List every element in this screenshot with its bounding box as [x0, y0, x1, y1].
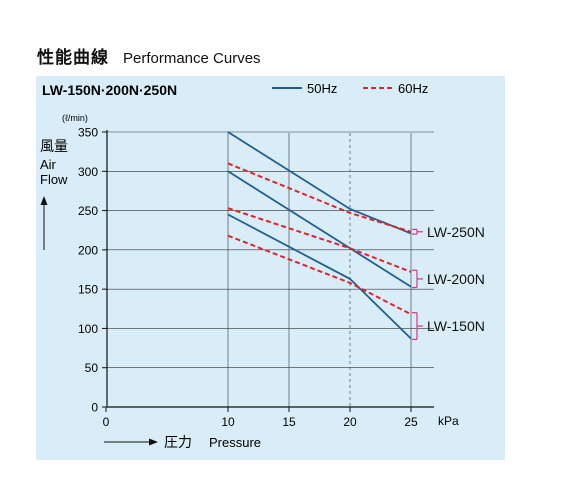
- chart-heading: 性能曲線 Performance Curves: [37, 43, 261, 68]
- y-unit: (ℓ/min): [62, 113, 88, 123]
- axes: 0 50 100 150 200 250 300 350 0 10 15 20 25: [78, 126, 434, 429]
- x-tick-label-15: 15: [282, 415, 296, 429]
- grid: [107, 131, 434, 407]
- model-label-lw-150n: LW-150N: [427, 318, 485, 334]
- x-tick-label-20: 20: [343, 415, 357, 429]
- series-lw-250n-60hz: [227, 162, 412, 233]
- y-tick-label-300: 300: [78, 165, 98, 179]
- legend-label-50hz: 50Hz: [307, 81, 337, 96]
- x-tick-label-10: 10: [221, 415, 235, 429]
- x-label-en: Pressure: [209, 435, 261, 450]
- y-tick-label-50: 50: [85, 361, 99, 375]
- model-label-lw-200n: LW-200N: [427, 271, 485, 287]
- y-arrow-head: [40, 196, 48, 205]
- model-labels: LW-250N LW-200N LW-150N: [412, 224, 485, 341]
- y-label-jp: 風量: [40, 139, 68, 155]
- x-unit: kPa: [438, 414, 459, 428]
- heading-en: Performance Curves: [123, 50, 261, 67]
- x-arrow-head: [149, 438, 158, 446]
- series-lw-150n-50hz: [227, 213, 412, 340]
- y-tick-label-350: 350: [78, 126, 98, 140]
- y-tick-label-100: 100: [78, 322, 98, 336]
- series-lw-200n-60hz: [227, 207, 412, 273]
- series-lw-250n-50hz: [227, 131, 412, 235]
- x-label-jp: 圧力: [164, 435, 192, 451]
- y-label-en-line1: Air: [40, 157, 57, 172]
- series-lines: [227, 131, 412, 340]
- heading-jp: 性能曲線: [37, 48, 109, 68]
- y-tick-label-150: 150: [78, 283, 98, 297]
- model-label-lw-250n: LW-250N: [427, 224, 485, 240]
- chart-panel: [36, 76, 505, 460]
- y-tick-label-0: 0: [91, 401, 98, 415]
- y-label-en-line2: Flow: [40, 172, 68, 187]
- chart-title: LW-150N·200N·250N: [42, 82, 177, 98]
- series-lw-150n-60hz: [227, 234, 412, 316]
- legend-label-60hz: 60Hz: [398, 81, 428, 96]
- y-tick-label-200: 200: [78, 243, 98, 257]
- x-tick-label-25: 25: [404, 415, 418, 429]
- x-tick-label-0: 0: [103, 415, 110, 429]
- y-tick-label-250: 250: [78, 204, 98, 218]
